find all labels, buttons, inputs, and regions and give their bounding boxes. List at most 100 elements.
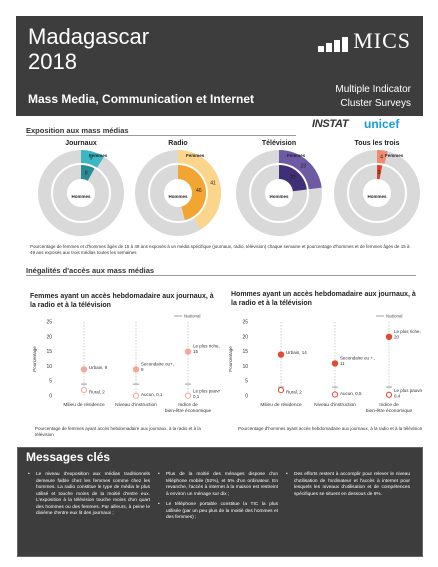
x-category-label: Milieu de résidence bbox=[260, 402, 302, 408]
data-point-high bbox=[385, 333, 393, 340]
header-banner: Madagascar 2018 MICS Mass Media, Communi… bbox=[16, 16, 423, 116]
y-tick-label: 5 bbox=[245, 379, 248, 385]
data-point-high bbox=[277, 351, 285, 358]
donut-value-label: 23 bbox=[300, 163, 306, 169]
chart-note-hommes: Pourcentage d'hommes ayant accès hebdoma… bbox=[238, 426, 423, 431]
x-category-label: Niveau d'instruction bbox=[115, 402, 157, 408]
data-point-label: 9 bbox=[141, 367, 144, 372]
donut-label-femmes: Femmes bbox=[186, 153, 205, 158]
y-tick-label: 10 bbox=[46, 364, 52, 370]
y-tick-label: 20 bbox=[46, 334, 52, 340]
donut-segment-femmes bbox=[279, 150, 322, 190]
donut-svg: 43 bbox=[334, 150, 420, 236]
donut-segment-femmes bbox=[81, 150, 105, 168]
data-point-label: 15 bbox=[193, 349, 199, 354]
data-point-high bbox=[184, 348, 192, 355]
x-category-label: Milieu de résidence bbox=[63, 402, 105, 408]
donut-segment-hommes bbox=[377, 165, 383, 180]
section-divider bbox=[26, 135, 296, 136]
unicef-logo: unicef bbox=[364, 117, 400, 131]
donut-value-label: 9 bbox=[90, 156, 93, 162]
data-point-low bbox=[184, 392, 192, 399]
y-axis-label: Pourcentage bbox=[32, 346, 37, 372]
donut-label-hommes: Hommes bbox=[269, 194, 289, 199]
data-point-high bbox=[331, 360, 339, 367]
subtitle-line2: Cluster Surveys bbox=[340, 98, 411, 109]
data-point-label: 0,4 bbox=[394, 393, 401, 398]
data-point-label: Rural, 2 bbox=[286, 390, 302, 395]
section-title-inegalites: Inégalités d'accès aux mass médias bbox=[26, 266, 155, 275]
data-point-low bbox=[385, 391, 393, 398]
instat-logo: INSTAT bbox=[312, 118, 349, 130]
y-tick-label: 15 bbox=[46, 349, 52, 355]
donut-hole bbox=[266, 180, 292, 206]
key-messages-title: Messages clés bbox=[26, 450, 111, 464]
message-item: Plus de la moitié des ménages dispose d'… bbox=[158, 472, 278, 498]
data-point-label: Secondaire ou + , bbox=[340, 355, 375, 360]
donut-segment-hommes bbox=[178, 165, 207, 221]
data-point-label: Le plus riche, bbox=[394, 329, 421, 334]
x-category-label: Indice de bbox=[178, 402, 198, 408]
message-item: Des efforts restent à accomplir pour rel… bbox=[286, 472, 410, 498]
donut-label-hommes: Hommes bbox=[168, 194, 188, 199]
y-axis-label: Pourcentage bbox=[228, 346, 233, 372]
report-year: 2018 bbox=[28, 49, 77, 74]
y-tick-label: 0 bbox=[245, 394, 248, 400]
data-point-label: Le plus pauvre, bbox=[193, 389, 220, 394]
legend-national: National bbox=[386, 314, 403, 319]
data-point-label: Aucun, 0,1 bbox=[141, 392, 163, 397]
donut-value-label: 3 bbox=[378, 170, 381, 176]
donut-value-label: 4 bbox=[380, 155, 383, 161]
donut-segment-hommes bbox=[81, 165, 95, 181]
data-point-label: Le plus pauvre, bbox=[394, 388, 422, 393]
donut-hole bbox=[165, 180, 191, 206]
message-item: Le niveau d'exposition aux médias tradit… bbox=[28, 472, 150, 518]
data-point-low bbox=[132, 392, 140, 399]
y-tick-label: 5 bbox=[49, 379, 52, 385]
chart-title-femmes: Femmes ayant un accès hebdomadaire aux j… bbox=[30, 293, 214, 309]
data-point-high bbox=[80, 366, 88, 373]
messages-column-3: Des efforts restent à accomplir pour rel… bbox=[286, 472, 410, 502]
section1-note: Pourcentage de femmes et d'hommes âgés d… bbox=[30, 244, 410, 255]
data-point-label: Urbain, 14 bbox=[286, 350, 307, 355]
donut-value-label: 46 bbox=[196, 188, 202, 194]
message-item: Le téléphone portable constitue la TIC l… bbox=[158, 502, 278, 522]
x-category-label: Niveau d'instruction bbox=[314, 402, 356, 408]
report-title: Mass Media, Communication et Internet bbox=[28, 92, 255, 106]
key-messages-box: Messages clés Le niveau d'exposition aux… bbox=[17, 447, 423, 557]
data-point-label: Secondaire ou+, bbox=[141, 361, 174, 366]
section-divider bbox=[26, 275, 416, 276]
messages-column-2: Plus de la moitié des ménages dispose d'… bbox=[158, 472, 278, 526]
chart-note-femmes: Pourcentage de femmes ayant accès hebdom… bbox=[35, 426, 201, 437]
data-point-low bbox=[277, 386, 285, 394]
donut-svg: 98 bbox=[38, 150, 124, 236]
data-point-label: 0,1 bbox=[193, 394, 200, 399]
x-category-label: bien-être économique bbox=[366, 408, 413, 414]
y-tick-label: 25 bbox=[46, 320, 52, 326]
data-point-label: 11 bbox=[340, 361, 345, 366]
logo-bar-icon bbox=[318, 46, 325, 52]
data-point-label: Rural, 2 bbox=[89, 390, 105, 395]
data-point-label: 20 bbox=[394, 334, 400, 339]
donut-label-femmes: Femmes bbox=[287, 153, 306, 158]
mics-logo: MICS bbox=[318, 30, 411, 52]
logo-bar-icon bbox=[342, 37, 349, 52]
mics-logo-text: MICS bbox=[353, 28, 411, 53]
donut-hole bbox=[68, 180, 94, 206]
donut-svg: 41 46 bbox=[135, 150, 221, 236]
data-point-label: Aucun, 0,5 bbox=[340, 391, 362, 396]
data-point-high bbox=[132, 366, 140, 373]
scatter-chart-hommes: National 0 5 10 15 20 25 Pourcentage Milieu de r… bbox=[228, 314, 422, 415]
donut-segment-femmes bbox=[178, 150, 221, 230]
logo-bar-icon bbox=[334, 40, 341, 52]
y-tick-label: 0 bbox=[49, 394, 52, 400]
donut-svg: 23 23 bbox=[236, 150, 322, 236]
subtitle-line1: Multiple Indicator bbox=[335, 84, 411, 95]
donut-title: Tous les trois bbox=[354, 140, 400, 147]
messages-column-1: Le niveau d'exposition aux médias tradit… bbox=[28, 472, 150, 522]
data-point-low bbox=[80, 386, 88, 394]
donut-value-label: 8 bbox=[85, 170, 88, 176]
scatter-chart-femmes: National 0 5 10 15 20 25 Pourcentage Milieu de r… bbox=[32, 314, 220, 415]
donut-label-hommes: Hommes bbox=[367, 194, 387, 199]
x-category-label: Indice de bbox=[379, 402, 399, 408]
